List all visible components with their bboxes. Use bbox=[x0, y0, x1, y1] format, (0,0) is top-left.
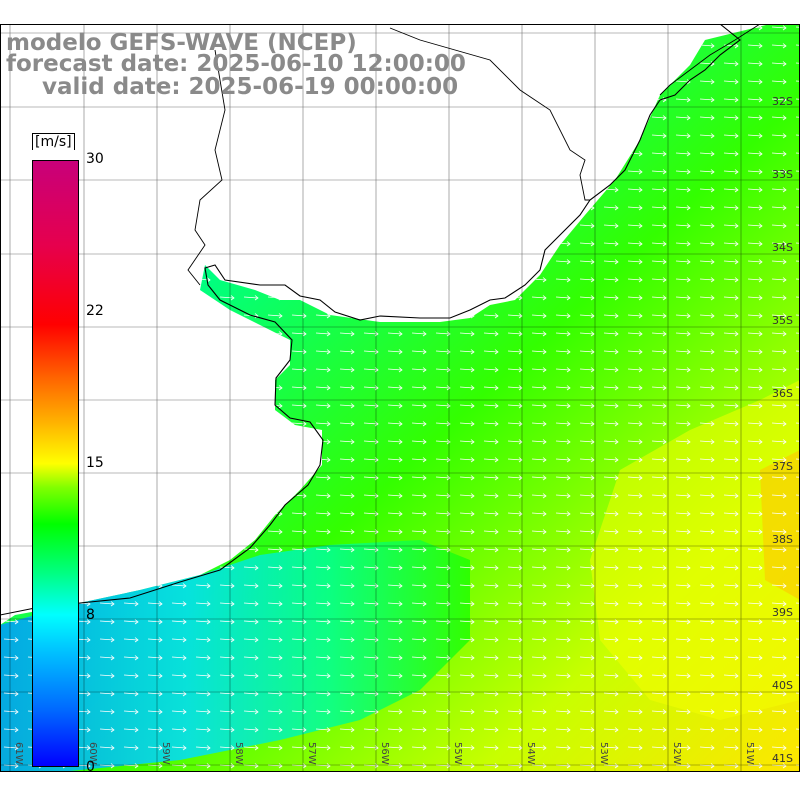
lat-label: 36S bbox=[772, 387, 793, 400]
lon-label: 54W bbox=[525, 742, 536, 765]
lat-lon-grid bbox=[0, 24, 800, 772]
lat-label: 39S bbox=[772, 606, 793, 619]
lat-label: 34S bbox=[772, 241, 793, 254]
lat-label: 41S bbox=[772, 752, 793, 765]
lat-label: 40S bbox=[772, 679, 793, 692]
lon-label: 53W bbox=[598, 742, 609, 765]
lon-label: 55W bbox=[452, 742, 463, 765]
lat-label: 33S bbox=[772, 168, 793, 181]
valid-date: valid date: 2025-06-19 00:00:00 bbox=[42, 74, 459, 100]
lon-label: 61W bbox=[13, 742, 24, 765]
border-north bbox=[389, 27, 590, 201]
longitude-labels: 61W 60W 59W 58W 57W 56W 55W 54W 53W 52W … bbox=[13, 742, 755, 765]
lon-label: 60W bbox=[87, 742, 98, 765]
lat-label: 37S bbox=[772, 460, 793, 473]
lon-label: 57W bbox=[306, 742, 317, 765]
latitude-labels: 32S 33S 34S 35S 36S 37S 38S 39S 40S 41S bbox=[772, 95, 793, 765]
colorbar bbox=[32, 160, 79, 767]
colorbar-tick: 0 bbox=[86, 759, 95, 775]
lat-label: 32S bbox=[772, 95, 793, 108]
colorbar-tick: 30 bbox=[86, 151, 104, 167]
lon-label: 56W bbox=[379, 742, 390, 765]
forecast-date: forecast date: 2025-06-10 12:00:00 bbox=[6, 51, 466, 77]
model-title: modelo GEFS-WAVE (NCEP) bbox=[6, 30, 357, 56]
lon-label: 52W bbox=[671, 742, 682, 765]
lake-shore bbox=[659, 24, 761, 96]
lat-label: 38S bbox=[772, 533, 793, 546]
lat-label: 35S bbox=[772, 314, 793, 327]
wind-arrows bbox=[0, 24, 800, 772]
country-border bbox=[187, 49, 226, 286]
lon-label: 51W bbox=[744, 742, 755, 765]
colorbar-tick: 8 bbox=[86, 607, 95, 623]
lon-label: 58W bbox=[233, 742, 244, 765]
colorbar-unit: [m/s] bbox=[32, 133, 75, 150]
lon-label: 59W bbox=[160, 742, 171, 765]
colorbar-tick: 22 bbox=[86, 303, 104, 319]
colorbar-tick: 15 bbox=[86, 455, 104, 471]
coastline bbox=[0, 24, 741, 616]
